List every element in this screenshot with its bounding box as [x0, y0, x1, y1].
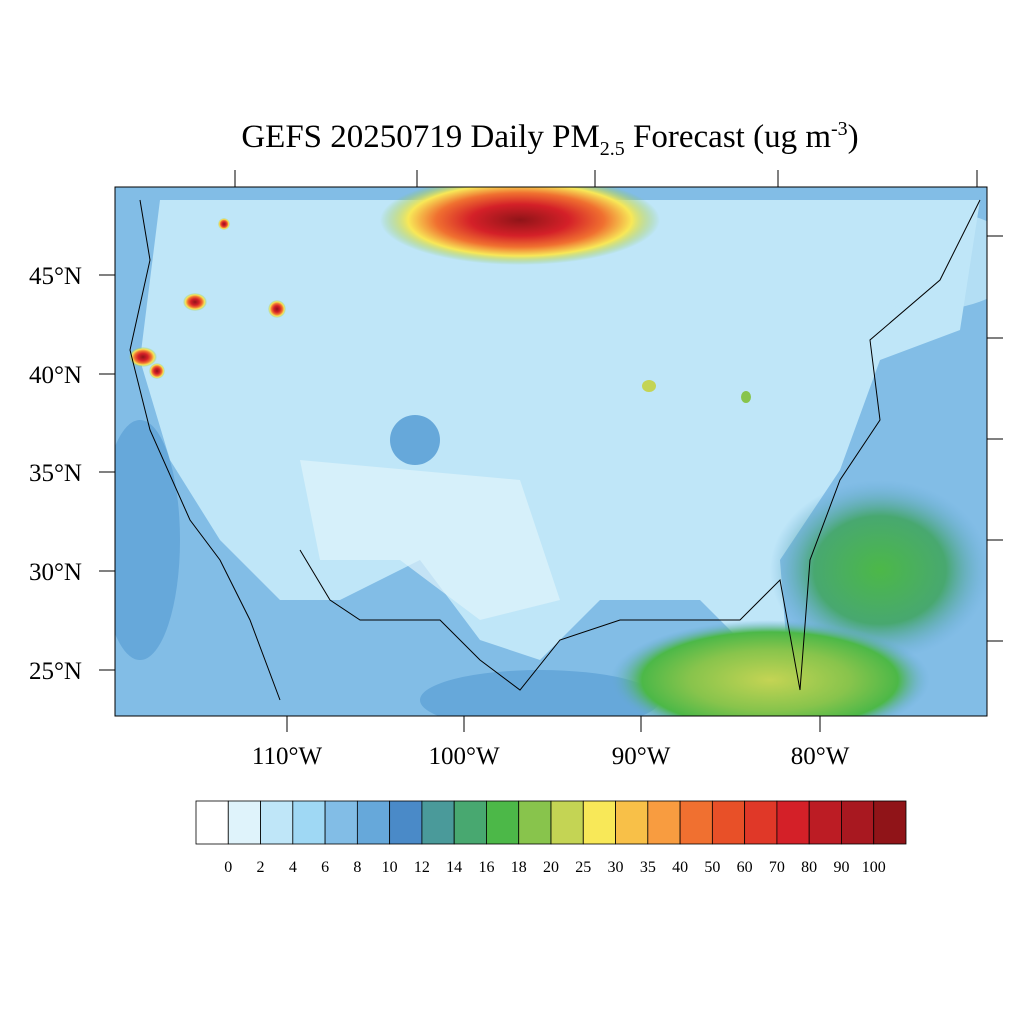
- lon-label: 80°W: [791, 743, 850, 770]
- colorbar-box: [776, 800, 810, 845]
- colorbar-label: 25: [575, 859, 591, 876]
- colorbar-box: [486, 800, 520, 845]
- colorbar-label: 2: [257, 859, 265, 876]
- colorbar-label: 100: [862, 859, 886, 876]
- colorbar-box: [324, 800, 358, 845]
- lat-label: 35°N: [29, 460, 82, 487]
- lat-label: 25°N: [29, 658, 82, 685]
- colorbar-box: [711, 800, 746, 845]
- colorbar-box: [615, 800, 649, 845]
- colorbar-label: 14: [446, 859, 462, 876]
- lon-label: 100°W: [428, 743, 499, 770]
- colorbar-box: [647, 800, 681, 845]
- colorbar-box: [389, 800, 423, 845]
- colorbar-label: 4: [289, 859, 297, 876]
- colorbar-label: 60: [737, 859, 753, 876]
- lon-label: 90°W: [612, 743, 671, 770]
- colorbar-label: 20: [543, 859, 559, 876]
- colorbar-label: 70: [769, 859, 785, 876]
- colorbar-box: [873, 800, 907, 845]
- colorbar-label: 6: [321, 859, 329, 876]
- colorbar-box: [808, 800, 842, 845]
- map-field: [115, 187, 987, 716]
- colorbar-box: [679, 800, 713, 845]
- colorbar-box: [453, 800, 487, 845]
- lat-label: 30°N: [29, 559, 82, 586]
- lon-label: 110°W: [252, 743, 323, 770]
- colorbar-box: [550, 800, 584, 845]
- colorbar-label: 12: [414, 859, 430, 876]
- map-title: GEFS 20250719 Daily PM2.5 Forecast (ug m…: [241, 118, 858, 160]
- colorbar-box: [227, 800, 261, 845]
- colorbar-label: 80: [801, 859, 817, 876]
- lat-label: 45°N: [29, 263, 82, 290]
- colorbar-box: [744, 800, 778, 845]
- colorbar-label: 8: [353, 859, 361, 876]
- map-frame: [114, 186, 988, 717]
- colorbar-label: 10: [382, 859, 398, 876]
- colorbar-box: [518, 800, 552, 845]
- colorbar-box: [195, 800, 229, 845]
- frame-ticks: [99, 170, 1003, 732]
- colorbar-label: 30: [608, 859, 624, 876]
- colorbar-label: 18: [511, 859, 527, 876]
- colorbar-box: [421, 800, 455, 845]
- colorbar-label: 50: [704, 859, 720, 876]
- colorbar-box: [356, 800, 391, 845]
- colorbar-box: [582, 800, 616, 845]
- colorbar-box: [841, 800, 875, 845]
- colorbar-label: 35: [640, 859, 656, 876]
- colorbar-label: 40: [672, 859, 688, 876]
- lat-label: 40°N: [29, 362, 82, 389]
- colorbar-box: [260, 800, 294, 845]
- colorbar-box: [292, 800, 326, 845]
- colorbar-label: 0: [224, 859, 232, 876]
- colorbar-label: 16: [478, 859, 494, 876]
- colorbar-label: 90: [833, 859, 849, 876]
